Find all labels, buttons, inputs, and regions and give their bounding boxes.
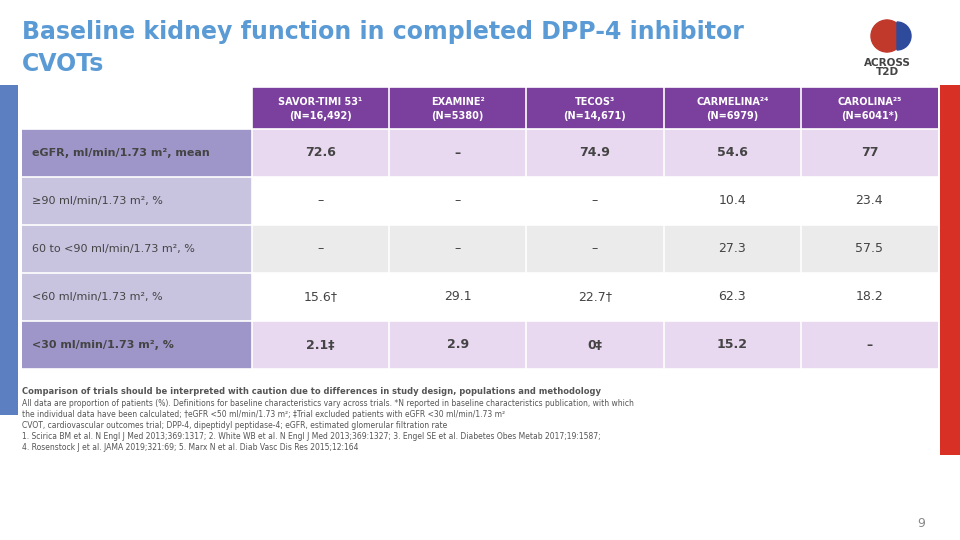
Text: –: – bbox=[318, 242, 324, 255]
Text: CVOT, cardiovascular outcomes trial; DPP-4, dipeptidyl peptidase-4; eGFR, estima: CVOT, cardiovascular outcomes trial; DPP… bbox=[22, 421, 447, 430]
Text: 2.9: 2.9 bbox=[446, 339, 468, 352]
Text: 62.3: 62.3 bbox=[718, 291, 746, 303]
Text: eGFR, ml/min/1.73 m², mean: eGFR, ml/min/1.73 m², mean bbox=[32, 148, 209, 158]
Text: 74.9: 74.9 bbox=[580, 146, 611, 159]
Text: –: – bbox=[592, 194, 598, 207]
Text: 9: 9 bbox=[917, 517, 925, 530]
FancyBboxPatch shape bbox=[22, 225, 252, 273]
Text: 22.7†: 22.7† bbox=[578, 291, 612, 303]
FancyBboxPatch shape bbox=[22, 129, 252, 177]
Text: 2.1‡: 2.1‡ bbox=[306, 339, 335, 352]
Text: SAVOR-TIMI 53¹: SAVOR-TIMI 53¹ bbox=[278, 97, 363, 107]
FancyBboxPatch shape bbox=[252, 129, 938, 177]
Text: –: – bbox=[455, 242, 461, 255]
Text: –: – bbox=[592, 242, 598, 255]
Text: –: – bbox=[455, 194, 461, 207]
Text: 54.6: 54.6 bbox=[717, 146, 748, 159]
Text: CARMELINA²⁴: CARMELINA²⁴ bbox=[696, 97, 768, 107]
Text: Baseline kidney function in completed DPP-4 inhibitor: Baseline kidney function in completed DP… bbox=[22, 20, 744, 44]
Wedge shape bbox=[897, 22, 911, 50]
FancyBboxPatch shape bbox=[22, 87, 252, 129]
Text: All data are proportion of patients (%). Definitions for baseline characteristic: All data are proportion of patients (%).… bbox=[22, 399, 634, 408]
Text: 29.1: 29.1 bbox=[444, 291, 471, 303]
Text: the individual data have been calculated; †eGFR <50 ml/min/1.73 m²; ‡Trial exclu: the individual data have been calculated… bbox=[22, 410, 505, 419]
Text: 15.6†: 15.6† bbox=[303, 291, 338, 303]
Text: ACROSS: ACROSS bbox=[864, 58, 910, 68]
FancyBboxPatch shape bbox=[252, 321, 938, 369]
Text: 27.3: 27.3 bbox=[718, 242, 746, 255]
Text: 0‡: 0‡ bbox=[588, 339, 603, 352]
Wedge shape bbox=[871, 20, 887, 52]
Text: TECOS³: TECOS³ bbox=[575, 97, 615, 107]
FancyBboxPatch shape bbox=[22, 273, 252, 321]
Text: <30 ml/min/1.73 m², %: <30 ml/min/1.73 m², % bbox=[32, 340, 174, 350]
Text: 1. Scirica BM et al. N Engl J Med 2013;369:1317; 2. White WB et al. N Engl J Med: 1. Scirica BM et al. N Engl J Med 2013;3… bbox=[22, 432, 601, 441]
Text: EXAMINE²: EXAMINE² bbox=[431, 97, 485, 107]
Text: (N=6979): (N=6979) bbox=[706, 111, 758, 121]
Wedge shape bbox=[887, 36, 903, 52]
Text: (N=14,671): (N=14,671) bbox=[564, 111, 626, 121]
Text: (N=16,492): (N=16,492) bbox=[289, 111, 352, 121]
Text: 77: 77 bbox=[861, 146, 878, 159]
FancyBboxPatch shape bbox=[252, 273, 938, 321]
Text: 23.4: 23.4 bbox=[855, 194, 883, 207]
Text: –: – bbox=[318, 194, 324, 207]
Text: (N=5380): (N=5380) bbox=[432, 111, 484, 121]
Text: 57.5: 57.5 bbox=[855, 242, 883, 255]
Text: 10.4: 10.4 bbox=[718, 194, 746, 207]
Wedge shape bbox=[887, 20, 903, 36]
Text: 72.6: 72.6 bbox=[305, 146, 336, 159]
FancyBboxPatch shape bbox=[0, 85, 18, 415]
FancyBboxPatch shape bbox=[252, 177, 938, 225]
Text: CAROLINA²⁵: CAROLINA²⁵ bbox=[837, 97, 901, 107]
Text: –: – bbox=[455, 146, 461, 159]
Text: T2D: T2D bbox=[876, 67, 899, 77]
Text: Comparison of trials should be interpreted with caution due to differences in st: Comparison of trials should be interpret… bbox=[22, 387, 601, 396]
FancyBboxPatch shape bbox=[940, 85, 960, 455]
FancyBboxPatch shape bbox=[22, 177, 252, 225]
Text: ≥90 ml/min/1.73 m², %: ≥90 ml/min/1.73 m², % bbox=[32, 196, 163, 206]
Text: (N=6041*): (N=6041*) bbox=[841, 111, 898, 121]
FancyBboxPatch shape bbox=[252, 225, 938, 273]
FancyBboxPatch shape bbox=[22, 321, 252, 369]
Text: <60 ml/min/1.73 m², %: <60 ml/min/1.73 m², % bbox=[32, 292, 162, 302]
Text: 4. Rosenstock J et al. JAMA 2019;321:69; 5. Marx N et al. Diab Vasc Dis Res 2015: 4. Rosenstock J et al. JAMA 2019;321:69;… bbox=[22, 443, 358, 452]
Text: –: – bbox=[866, 339, 873, 352]
FancyBboxPatch shape bbox=[252, 87, 938, 129]
Text: CVOTs: CVOTs bbox=[22, 52, 105, 76]
Text: 15.2: 15.2 bbox=[717, 339, 748, 352]
Text: 60 to <90 ml/min/1.73 m², %: 60 to <90 ml/min/1.73 m², % bbox=[32, 244, 195, 254]
Text: 18.2: 18.2 bbox=[855, 291, 883, 303]
